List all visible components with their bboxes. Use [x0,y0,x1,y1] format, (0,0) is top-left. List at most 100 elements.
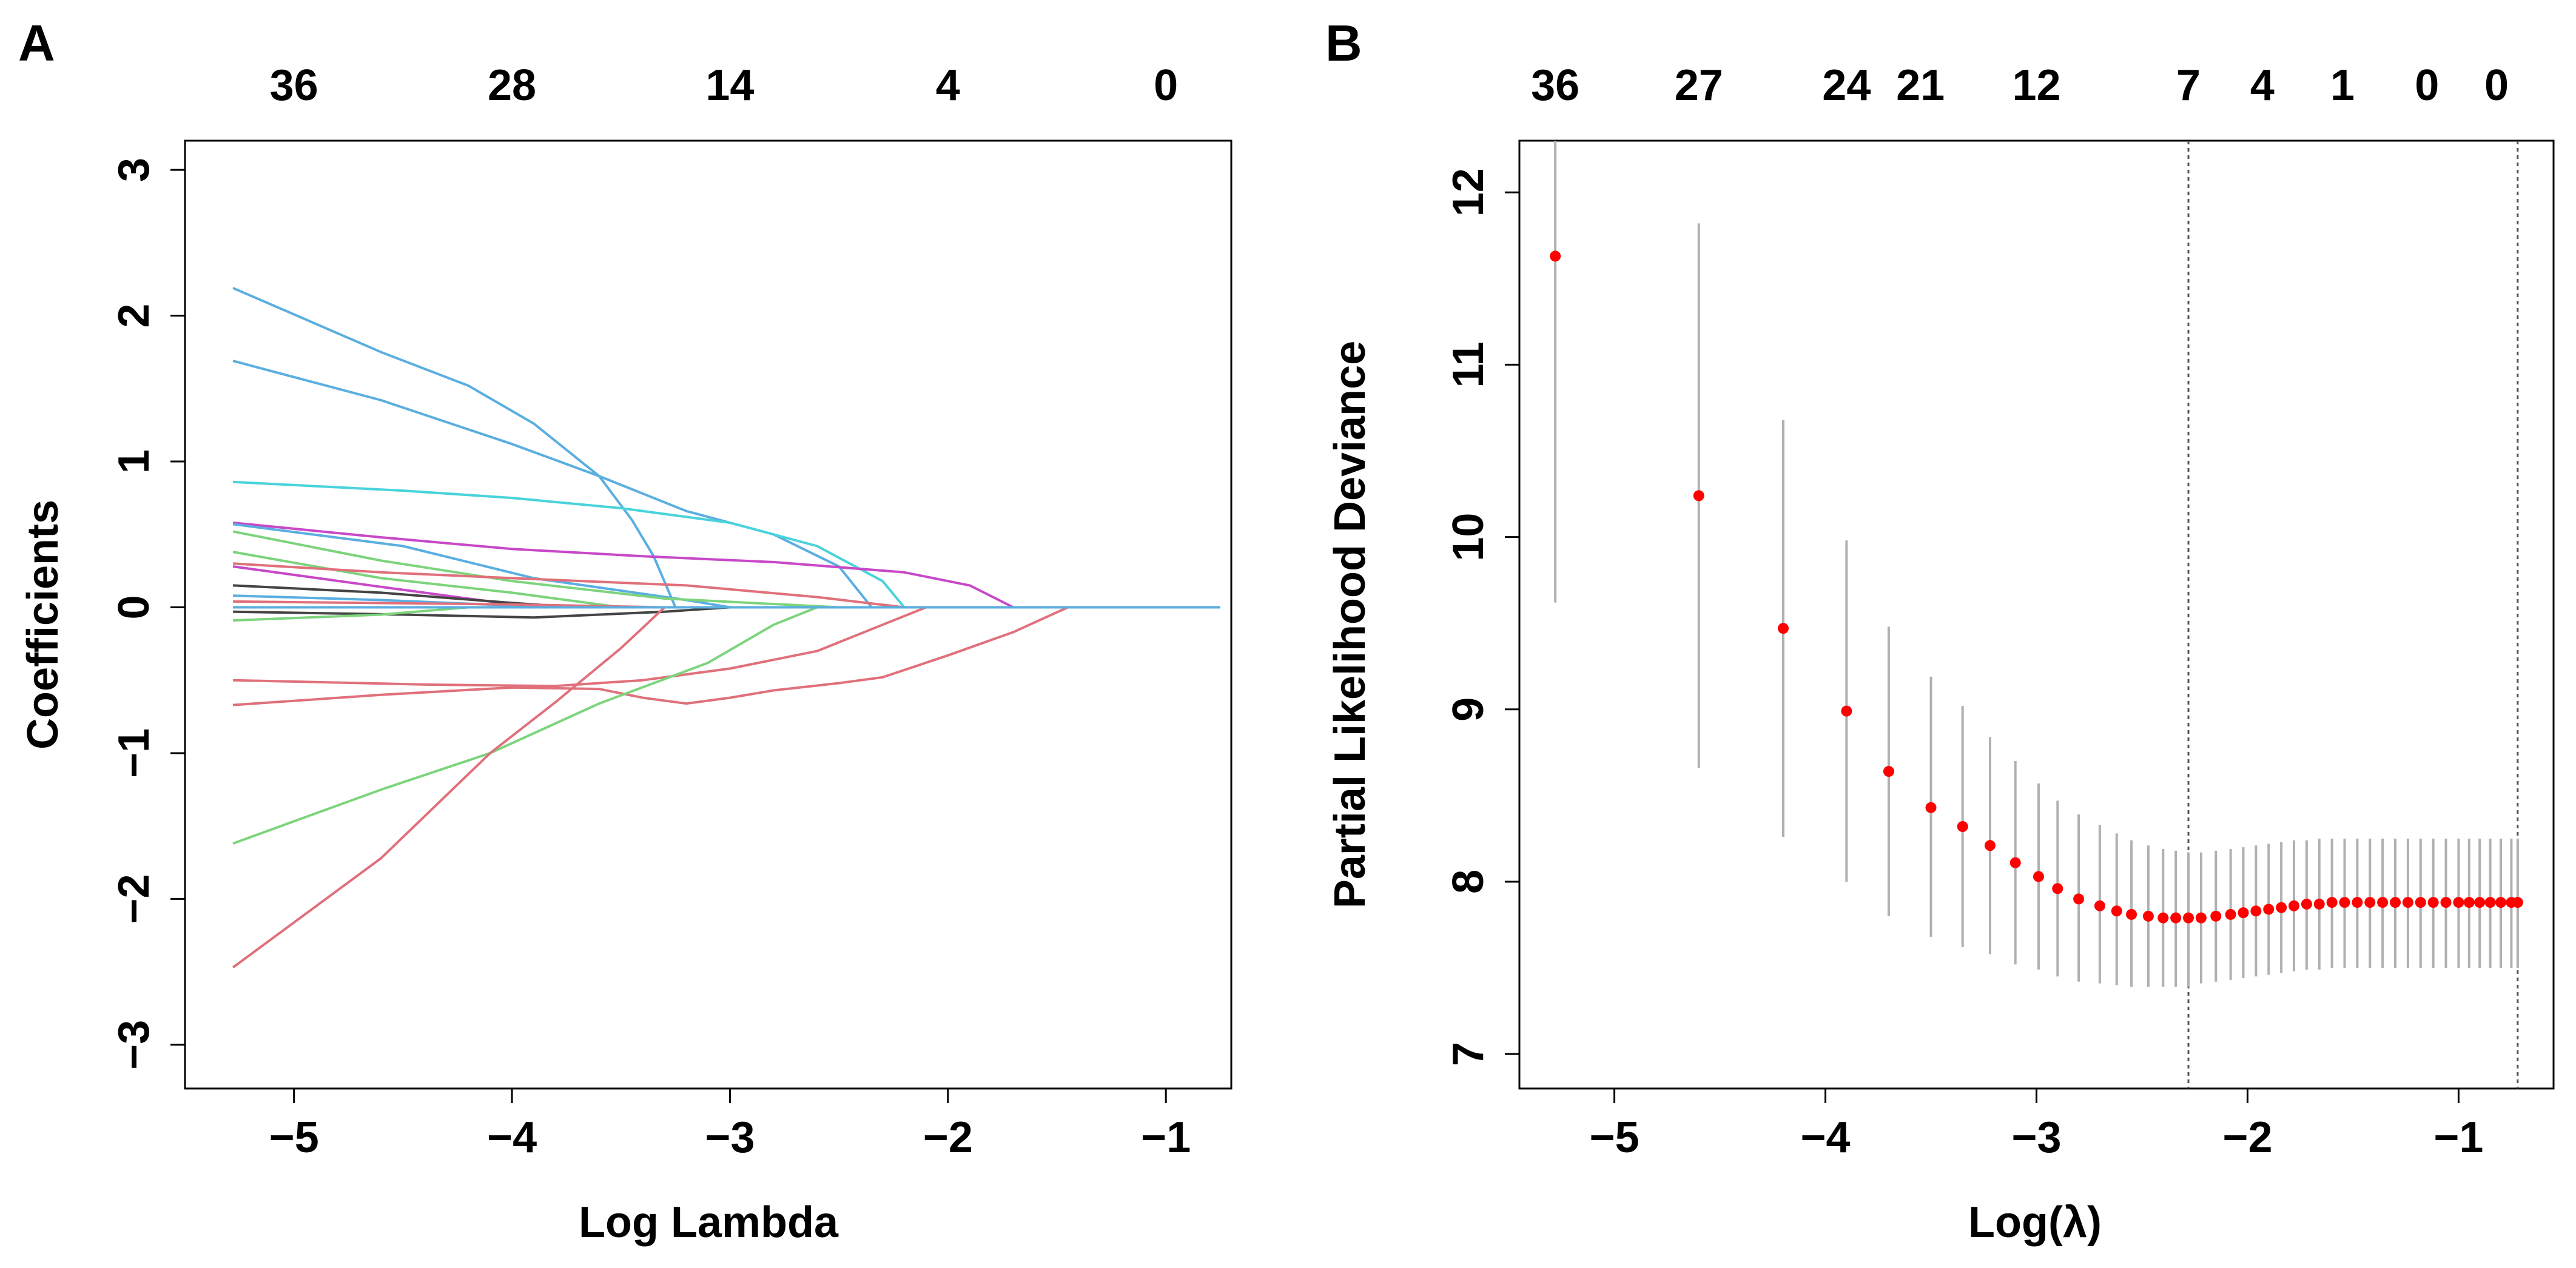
xtick-label-b-0: −5 [1590,1113,1639,1162]
deviance-point-39 [2453,897,2464,908]
xlabel-a: Log Lambda [579,1198,839,1247]
chart-panel-a: −5 −4 −3 −2 −1 −3 −2 −1 0 1 2 3 36 28 14 4 0 [110,61,1233,1162]
top-axis-label-b-3: 21 [1896,61,1945,110]
deviance-point-43 [2495,897,2507,908]
xtick-label-a-1: −4 [487,1113,537,1162]
deviance-point-15 [2142,910,2154,922]
ytick-label-b-4: 11 [1444,341,1493,387]
deviance-point-31 [2352,897,2363,908]
deviance-point-38 [2440,897,2452,908]
deviance-point-4 [1883,766,1894,777]
top-axis-label-a-3: 4 [936,61,960,110]
xtick-label-a-3: −2 [923,1113,973,1162]
deviance-point-20 [2210,910,2222,922]
deviance-point-37 [2427,897,2439,908]
deviance-point-11 [2073,893,2085,905]
top-axis-label-b-5: 7 [2176,61,2201,110]
deviance-point-8 [2009,857,2021,868]
deviance-point-10 [2052,883,2063,894]
ytick-label-a-3: 0 [110,595,158,619]
ytick-label-a-4: 1 [110,449,158,474]
deviance-point-24 [2263,904,2275,915]
ytick-label-a-2: −1 [110,728,158,778]
deviance-point-32 [2364,897,2376,908]
deviance-point-41 [2474,897,2486,908]
deviance-point-5 [1925,802,1937,813]
series-line-coef-17 [232,606,818,845]
deviance-point-1 [1693,490,1704,501]
deviance-point-34 [2390,897,2401,908]
deviance-point-7 [1984,840,1996,851]
deviance-point-21 [2225,908,2236,920]
ytick-label-a-6: 3 [110,158,158,182]
series-line-coef-18 [232,606,665,969]
deviance-point-22 [2238,907,2249,919]
ytick-label-a-5: 2 [110,304,158,328]
ytick-label-b-5: 12 [1444,168,1493,216]
xtick-label-b-3: −2 [2222,1113,2272,1162]
top-axis-label-a-0: 36 [270,61,318,110]
deviance-point-33 [2377,897,2389,908]
deviance-point-30 [2339,897,2350,908]
xtick-label-b-1: −4 [1800,1113,1850,1162]
deviance-point-3 [1841,705,1852,717]
top-axis-label-b-8: 0 [2415,61,2439,110]
series-line-coef-3 [232,480,906,608]
deviance-point-35 [2402,897,2413,908]
deviance-point-16 [2157,912,2169,924]
ytick-label-b-0: 7 [1444,1042,1493,1066]
deviance-point-23 [2250,905,2262,917]
deviance-point-2 [1777,623,1789,634]
xtick-label-b-4: −1 [2433,1113,2483,1162]
series-line-coef-1 [232,287,677,608]
deviance-point-9 [2033,871,2044,882]
deviance-point-42 [2484,897,2496,908]
deviance-point-27 [2301,898,2312,910]
top-axis-label-b-2: 24 [1822,61,1871,110]
deviance-point-45 [2512,897,2523,908]
deviance-point-13 [2111,905,2122,917]
deviance-point-36 [2415,897,2426,908]
deviance-point-26 [2288,900,2300,911]
deviance-point-19 [2195,912,2207,924]
top-axis-label-b-1: 27 [1675,61,1723,110]
series-line-coef-2 [232,360,873,608]
ytick-label-b-1: 8 [1444,870,1493,894]
xtick-label-a-4: −1 [1141,1113,1191,1162]
ytick-label-a-1: −2 [110,874,158,924]
ylabel-a: Coefficients [19,500,67,750]
deviance-point-29 [2326,897,2338,908]
deviance-point-25 [2276,902,2287,913]
series-line-coef-16 [232,606,1069,706]
series-line-coef-8 [232,562,905,609]
top-axis-label-a-4: 0 [1154,61,1178,110]
deviance-point-28 [2313,898,2325,910]
xtick-label-a-2: −3 [705,1113,755,1162]
xtick-label-a-0: −5 [269,1113,319,1162]
xlabel-b: Log(λ) [1968,1198,2102,1247]
top-axis-label-a-2: 14 [705,61,754,110]
ylabel-b: Partial Likelihood Deviance [1326,341,1374,908]
deviance-point-6 [1957,821,1968,833]
panel-label-b: B [1325,15,1362,72]
deviance-point-18 [2183,912,2194,924]
deviance-point-12 [2094,900,2105,911]
deviance-point-14 [2126,908,2137,920]
top-axis-label-b-0: 36 [1531,61,1579,110]
top-axis-label-b-4: 12 [2012,61,2060,110]
ytick-label-a-0: −3 [110,1020,158,1070]
ytick-label-b-3: 10 [1444,513,1493,562]
plot-frame-a [184,139,1233,1090]
series-line-coef-13 [233,606,730,619]
series-line-coef-7 [232,551,622,609]
deviance-point-40 [2463,897,2475,908]
plot-frame-b [1518,139,2555,1090]
series-line-coef-4 [232,522,1014,609]
deviance-point-17 [2170,912,2182,924]
xtick-label-b-2: −3 [2011,1113,2061,1162]
top-axis-label-b-7: 1 [2330,61,2355,110]
panel-label-a: A [18,15,55,72]
series-line-coef-15 [233,606,927,688]
